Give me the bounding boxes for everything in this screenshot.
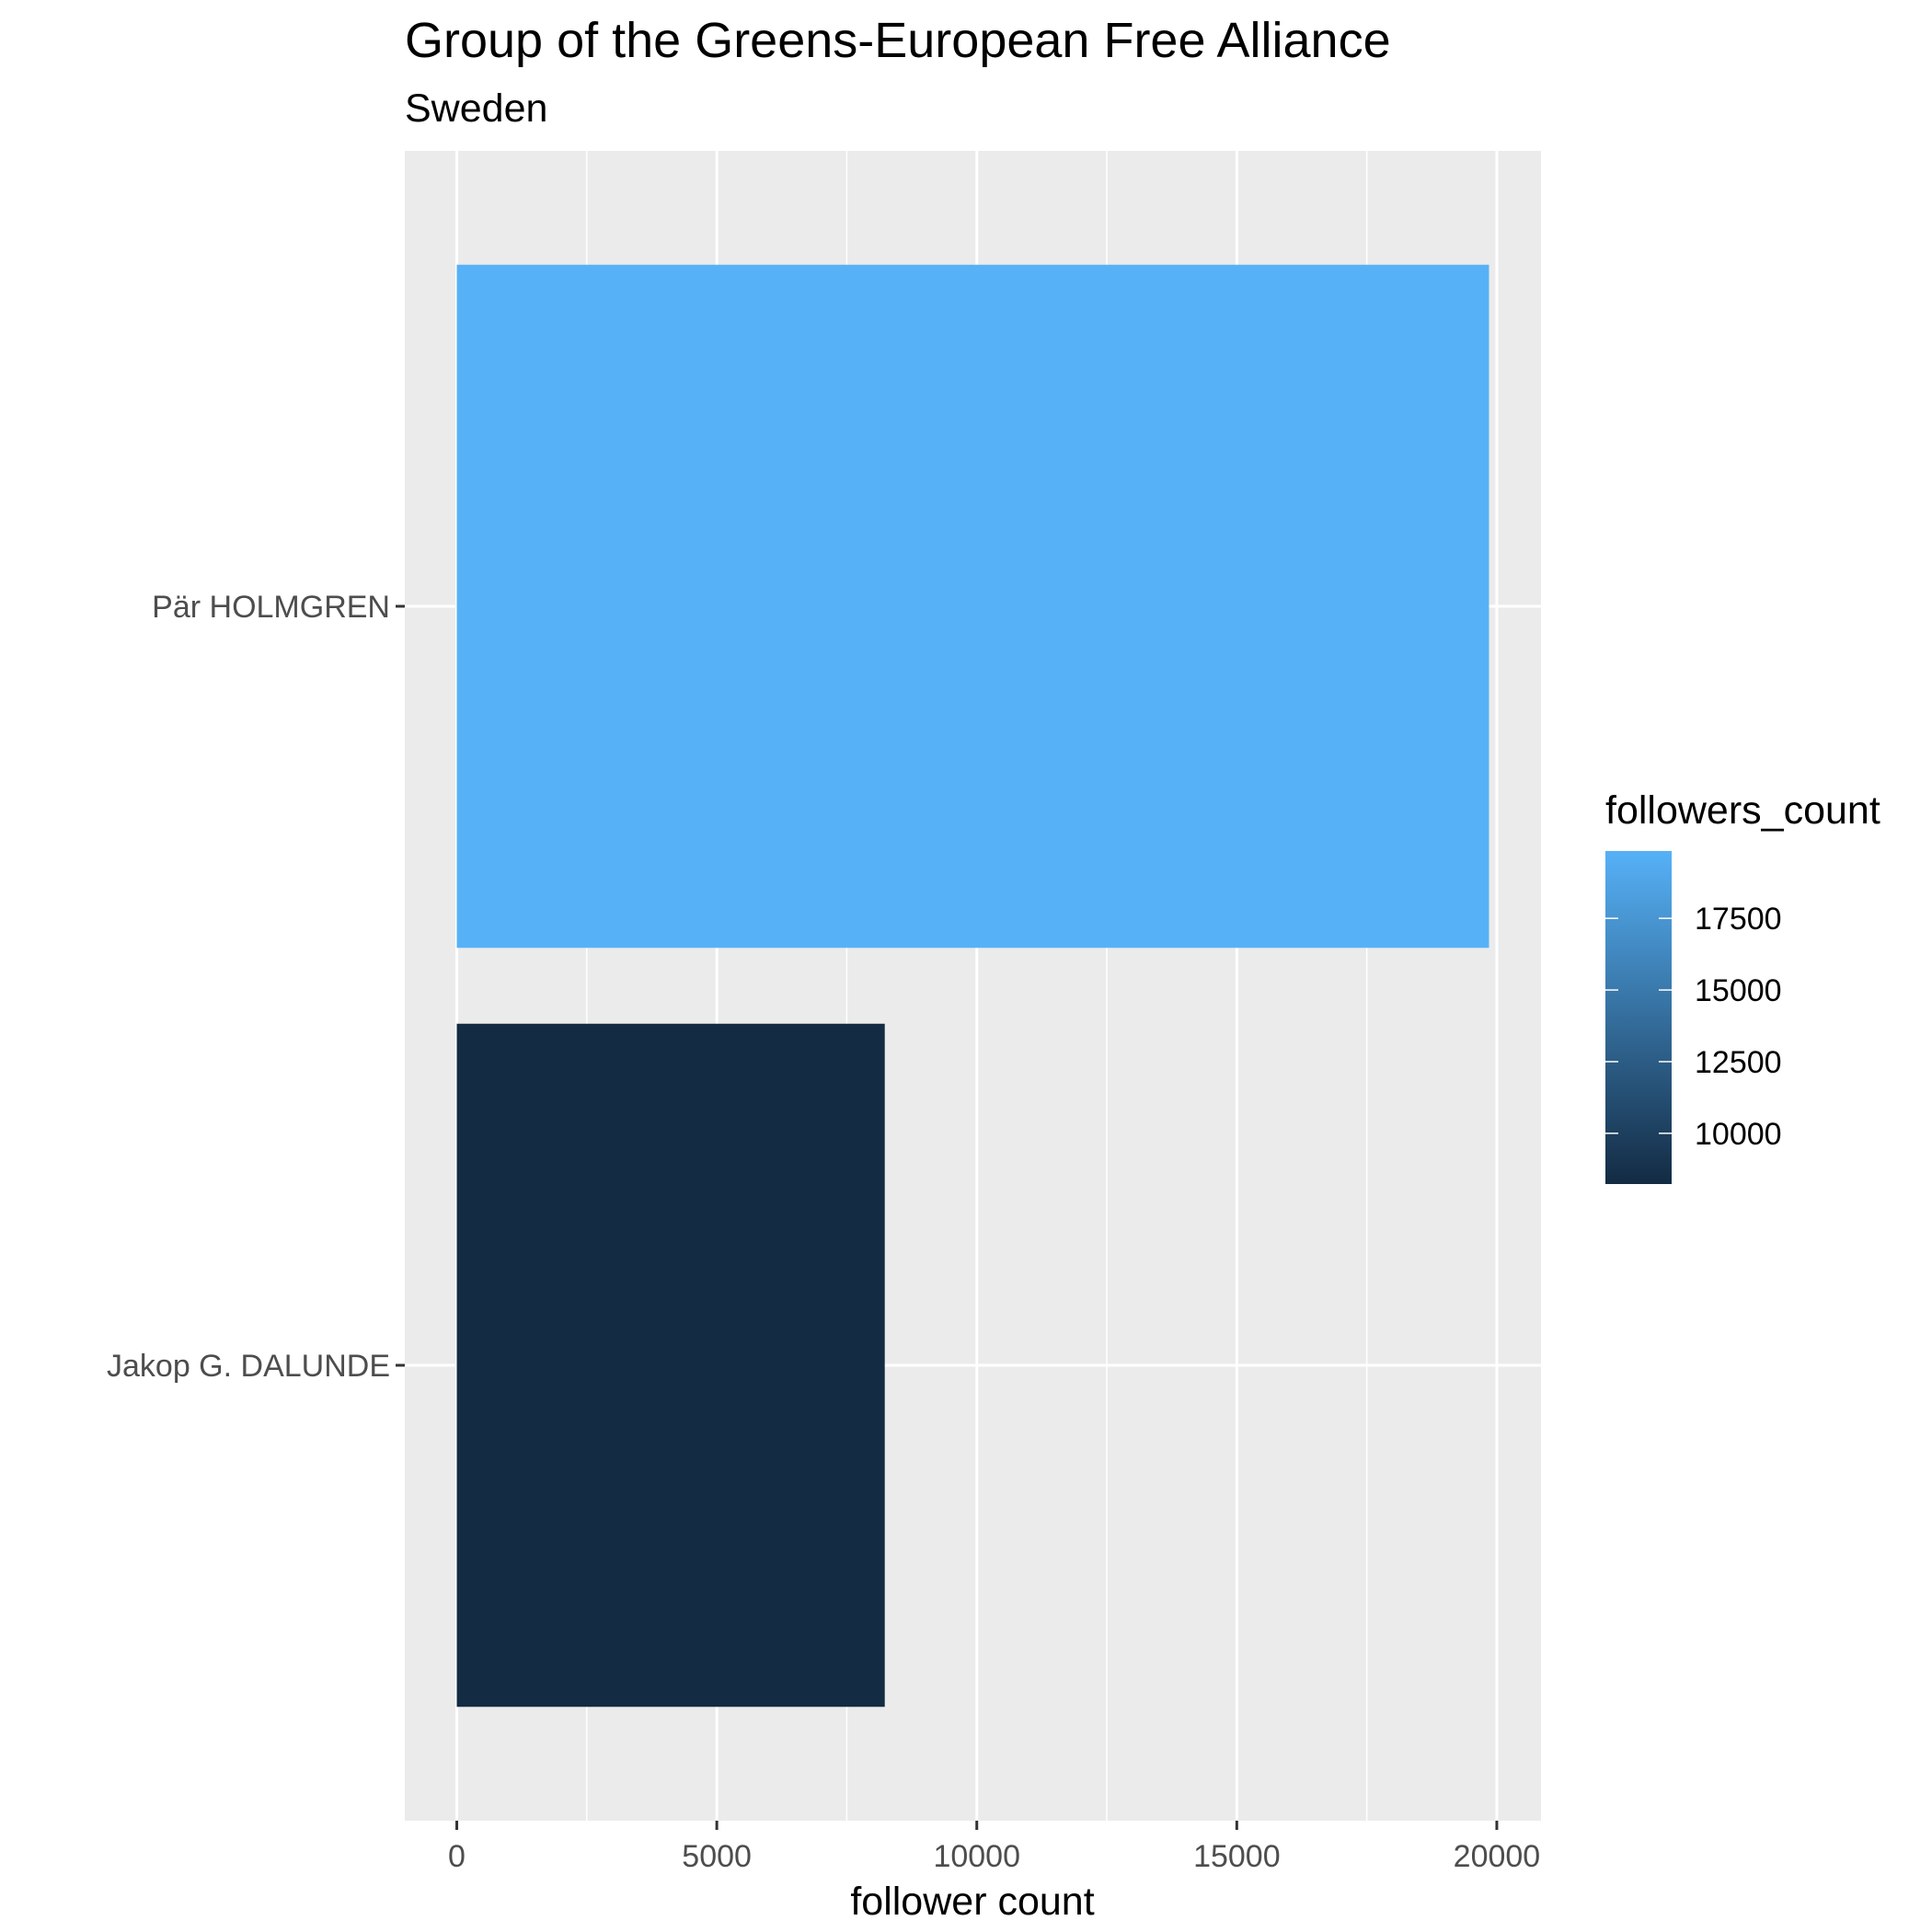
x-axis-title: follower count: [850, 1880, 1094, 1924]
legend-tick-label: 15000: [1695, 973, 1782, 1008]
y-axis: Jakop G. DALUNDE Pär HOLMGREN: [107, 590, 405, 1384]
legend: followers_count 10000 12500 15000 17500: [1605, 788, 1880, 1184]
legend-ticks: 10000 12500 15000 17500: [1605, 902, 1782, 1152]
legend-tick-label: 10000: [1695, 1117, 1782, 1152]
x-tick-label: 15000: [1193, 1839, 1281, 1874]
legend-tick-label: 17500: [1695, 902, 1782, 937]
legend-tick-label: 12500: [1695, 1045, 1782, 1080]
legend-colorbar: [1605, 851, 1672, 1184]
chart-subtitle: Sweden: [405, 86, 547, 131]
x-tick-label: 10000: [933, 1839, 1020, 1874]
bars: [456, 264, 1489, 1708]
y-tick-label: Jakop G. DALUNDE: [107, 1349, 390, 1384]
bar: [456, 1023, 885, 1708]
x-axis: 0 5000 10000 15000 20000: [448, 1821, 1540, 1874]
x-tick-label: 5000: [682, 1839, 752, 1874]
chart-title: Group of the Greens-European Free Allian…: [405, 13, 1391, 68]
legend-title: followers_count: [1605, 788, 1880, 833]
x-tick-label: 0: [448, 1839, 466, 1874]
x-tick-label: 20000: [1454, 1839, 1541, 1874]
bar: [456, 264, 1489, 949]
y-tick-label: Pär HOLMGREN: [152, 590, 390, 625]
